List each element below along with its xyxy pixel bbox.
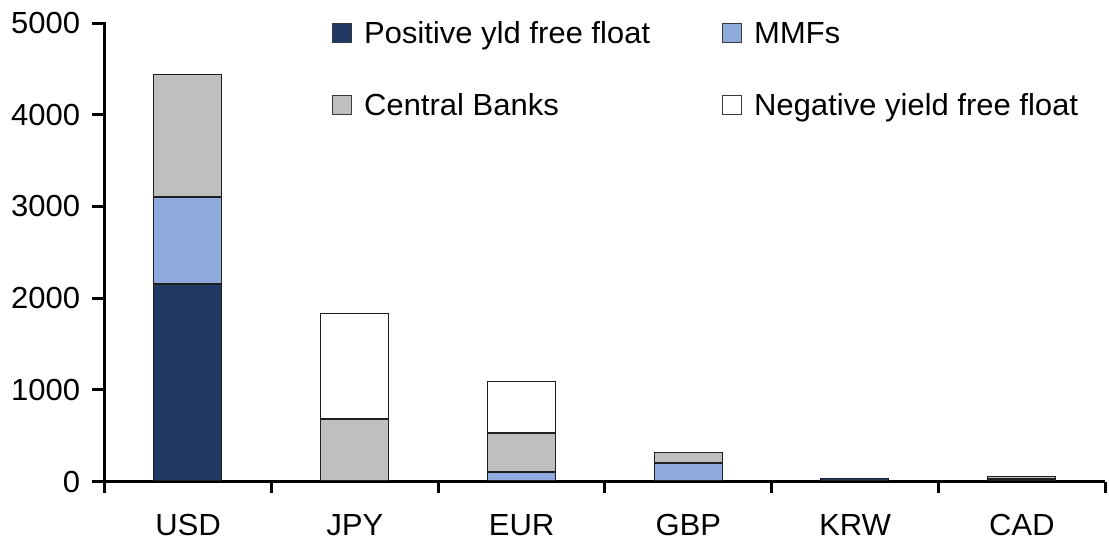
- legend-item-mmfs: MMFs: [722, 14, 840, 52]
- y-axis-tick: [92, 480, 104, 483]
- y-axis-tick-label: 0: [62, 463, 80, 499]
- y-axis-tick: [92, 113, 104, 117]
- bar-segment-krw-positive-yld-free-float: [820, 477, 890, 482]
- x-axis-category-label: EUR: [488, 507, 555, 542]
- legend-label: Central Banks: [364, 87, 559, 122]
- x-axis-category-label: JPY: [326, 507, 384, 542]
- x-axis-tick: [1103, 482, 1107, 493]
- y-axis-tick-label: 5000: [11, 5, 80, 40]
- x-axis-category-label: CAD: [989, 507, 1055, 542]
- y-axis-tick-label: 2000: [11, 280, 80, 316]
- legend-item-negative-yield-free-float: Negative yield free float: [722, 86, 1078, 124]
- y-axis-tick-label: 3000: [11, 188, 80, 224]
- y-axis-tick-label: 4000: [11, 96, 80, 132]
- x-axis-line: [103, 480, 1105, 483]
- x-axis-tick: [269, 482, 273, 493]
- bar-segment-gbp-central-banks: [653, 452, 723, 464]
- x-axis-category-label: KRW: [819, 507, 891, 542]
- bar-segment-usd-central-banks: [153, 74, 223, 198]
- legend-swatch-icon: [722, 95, 742, 115]
- bar-segment-eur-central-banks: [486, 433, 556, 473]
- bar-segment-eur-mmfs: [486, 472, 556, 482]
- x-axis-tick: [936, 482, 940, 493]
- legend-label: Positive yld free float: [364, 15, 651, 50]
- y-axis-line: [103, 22, 106, 484]
- bar-segment-usd-mmfs: [153, 197, 223, 285]
- y-axis-tick: [92, 296, 104, 300]
- y-axis-tick: [92, 388, 104, 392]
- x-axis-tick: [103, 482, 106, 493]
- legend-item-central-banks: Central Banks: [332, 86, 559, 124]
- legend-label: Negative yield free float: [754, 87, 1078, 122]
- bar-segment-jpy-negative-yield-free-float: [320, 312, 390, 420]
- y-axis-tick: [92, 204, 104, 208]
- x-axis-tick: [603, 482, 607, 493]
- y-axis-tick-label: 1000: [11, 371, 80, 407]
- bar-segment-usd-positive-yld-free-float: [153, 284, 223, 482]
- x-axis-tick: [436, 482, 440, 493]
- bar-segment-eur-negative-yield-free-float: [486, 380, 556, 434]
- x-axis-category-label: USD: [155, 507, 221, 542]
- legend-label: MMFs: [754, 15, 841, 50]
- bar-segment-gbp-mmfs: [653, 463, 723, 482]
- x-axis-category-label: GBP: [655, 507, 721, 542]
- legend-swatch-icon: [722, 23, 742, 43]
- bar-segment-cad-positive-yld-free-float: [987, 479, 1057, 482]
- legend-swatch-icon: [332, 23, 352, 43]
- legend-swatch-icon: [332, 95, 352, 115]
- x-axis-tick: [770, 482, 773, 493]
- y-axis-tick: [92, 21, 104, 25]
- bar-segment-cad-central-banks: [987, 475, 1057, 480]
- legend-item-positive-yld-free-float: Positive yld free float: [332, 14, 650, 52]
- bar-segment-jpy-central-banks: [320, 419, 390, 482]
